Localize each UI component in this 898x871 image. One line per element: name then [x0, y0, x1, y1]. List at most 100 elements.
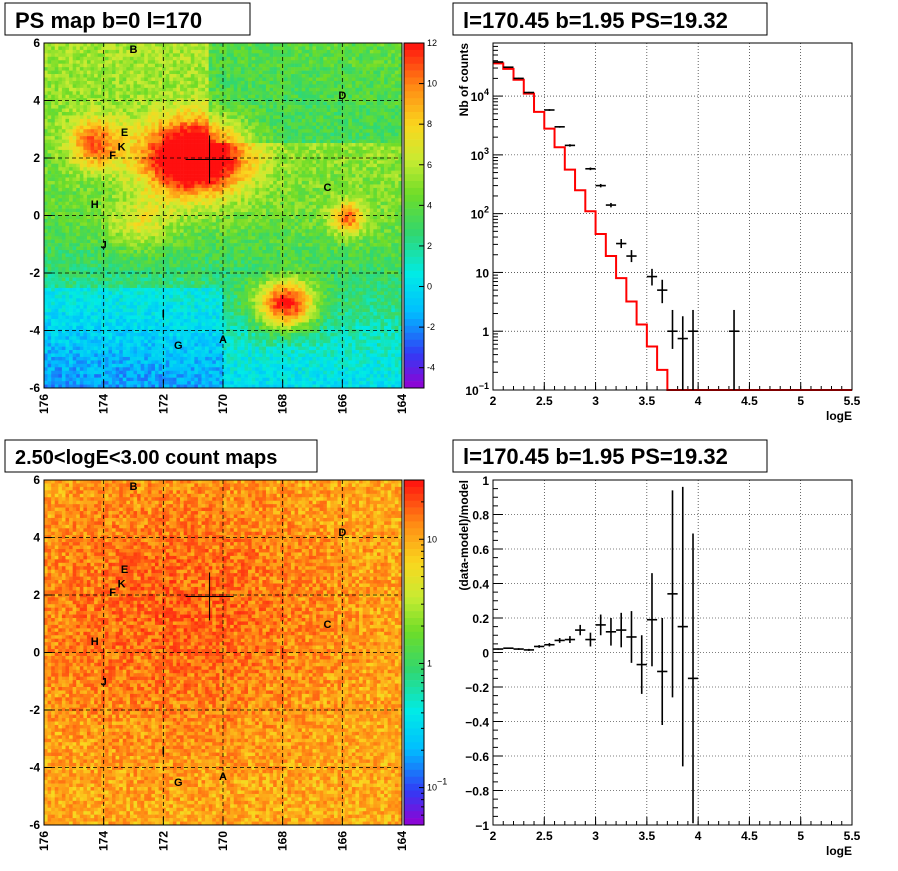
- map-cell: [159, 60, 163, 64]
- map-cell: [105, 67, 109, 71]
- map-cell: [176, 81, 180, 85]
- map-cell: [391, 43, 395, 47]
- map-cell: [141, 50, 145, 54]
- map-cell: [48, 64, 52, 68]
- map-cell: [227, 95, 231, 99]
- map-cell: [62, 50, 66, 54]
- map-cell: [202, 74, 206, 78]
- map-cell: [234, 88, 238, 92]
- map-cell: [313, 60, 317, 64]
- map-cell: [373, 43, 377, 47]
- map-cell: [209, 53, 213, 57]
- map-cell: [259, 43, 263, 47]
- map-cell: [169, 67, 173, 71]
- map-cell: [180, 91, 184, 95]
- map-cell: [280, 50, 284, 54]
- map-cell: [205, 74, 209, 78]
- map-cell: [216, 53, 220, 57]
- map-cell: [98, 84, 102, 88]
- map-cell: [366, 64, 370, 68]
- map-cell: [119, 67, 123, 71]
- map-cell: [180, 78, 184, 82]
- map-cell: [227, 43, 231, 47]
- map-cell: [119, 46, 123, 50]
- map-cell: [166, 50, 170, 54]
- map-cell: [338, 78, 342, 82]
- map-cell: [234, 43, 238, 47]
- map-cell: [169, 43, 173, 47]
- map-cell: [384, 60, 388, 64]
- figure-canvas: PS map b=0 l=170 176 174 172 170 168 166 164-6…: [0, 0, 898, 871]
- map-cell: [151, 78, 155, 82]
- map-cell: [176, 64, 180, 68]
- map-cell: [334, 60, 338, 64]
- map-cell: [284, 67, 288, 71]
- map-cell: [76, 43, 80, 47]
- map-cell: [137, 88, 141, 92]
- map-cell: [119, 88, 123, 92]
- map-cell: [209, 88, 213, 92]
- map-cell: [108, 88, 112, 92]
- map-cell: [384, 50, 388, 54]
- map-cell: [119, 74, 123, 78]
- map-cell: [173, 95, 177, 99]
- map-cell: [69, 46, 73, 50]
- map-cell: [234, 71, 238, 75]
- map-cell: [377, 43, 381, 47]
- map-cell: [101, 84, 105, 88]
- map-cell: [62, 88, 66, 92]
- map-cell: [191, 88, 195, 92]
- map-cell: [359, 91, 363, 95]
- map-cell: [80, 81, 84, 85]
- map-cell: [205, 53, 209, 57]
- map-cell: [284, 53, 288, 57]
- map-cell: [44, 81, 48, 85]
- map-cell: [363, 95, 367, 99]
- map-cell: [316, 60, 320, 64]
- map-cell: [198, 53, 202, 57]
- map-cell: [277, 60, 281, 64]
- map-cell: [116, 67, 120, 71]
- map-cell: [252, 81, 256, 85]
- map-cell: [51, 50, 55, 54]
- map-cell: [366, 60, 370, 64]
- map-cell: [162, 53, 166, 57]
- map-cell: [148, 43, 152, 47]
- map-cell: [305, 71, 309, 75]
- map-cell: [141, 81, 145, 85]
- map-cell: [280, 67, 284, 71]
- map-cell: [98, 57, 102, 61]
- map-cell: [373, 81, 377, 85]
- map-cell: [130, 84, 134, 88]
- map-cell: [237, 50, 241, 54]
- map-cell: [237, 46, 241, 50]
- map-cell: [130, 88, 134, 92]
- map-cell: [166, 64, 170, 68]
- map-cell: [76, 60, 80, 64]
- map-cell: [270, 84, 274, 88]
- map-cell: [370, 67, 374, 71]
- map-cell: [237, 67, 241, 71]
- map-cell: [355, 57, 359, 61]
- map-cell: [108, 81, 112, 85]
- map-cell: [313, 88, 317, 92]
- map-cell: [244, 84, 248, 88]
- map-cell: [277, 84, 281, 88]
- map-cell: [101, 88, 105, 92]
- map-cell: [359, 50, 363, 54]
- map-cell: [280, 71, 284, 75]
- map-cell: [391, 57, 395, 61]
- map-cell: [366, 95, 370, 99]
- map-cell: [316, 50, 320, 54]
- map-cell: [101, 53, 105, 57]
- map-cell: [83, 50, 87, 54]
- map-cell: [194, 88, 198, 92]
- map-cell: [69, 64, 73, 68]
- map-cell: [159, 78, 163, 82]
- map-cell: [80, 78, 84, 82]
- map-cell: [44, 95, 48, 99]
- map-cell: [355, 43, 359, 47]
- map-cell: [341, 67, 345, 71]
- map-cell: [94, 78, 98, 82]
- map-cell: [302, 74, 306, 78]
